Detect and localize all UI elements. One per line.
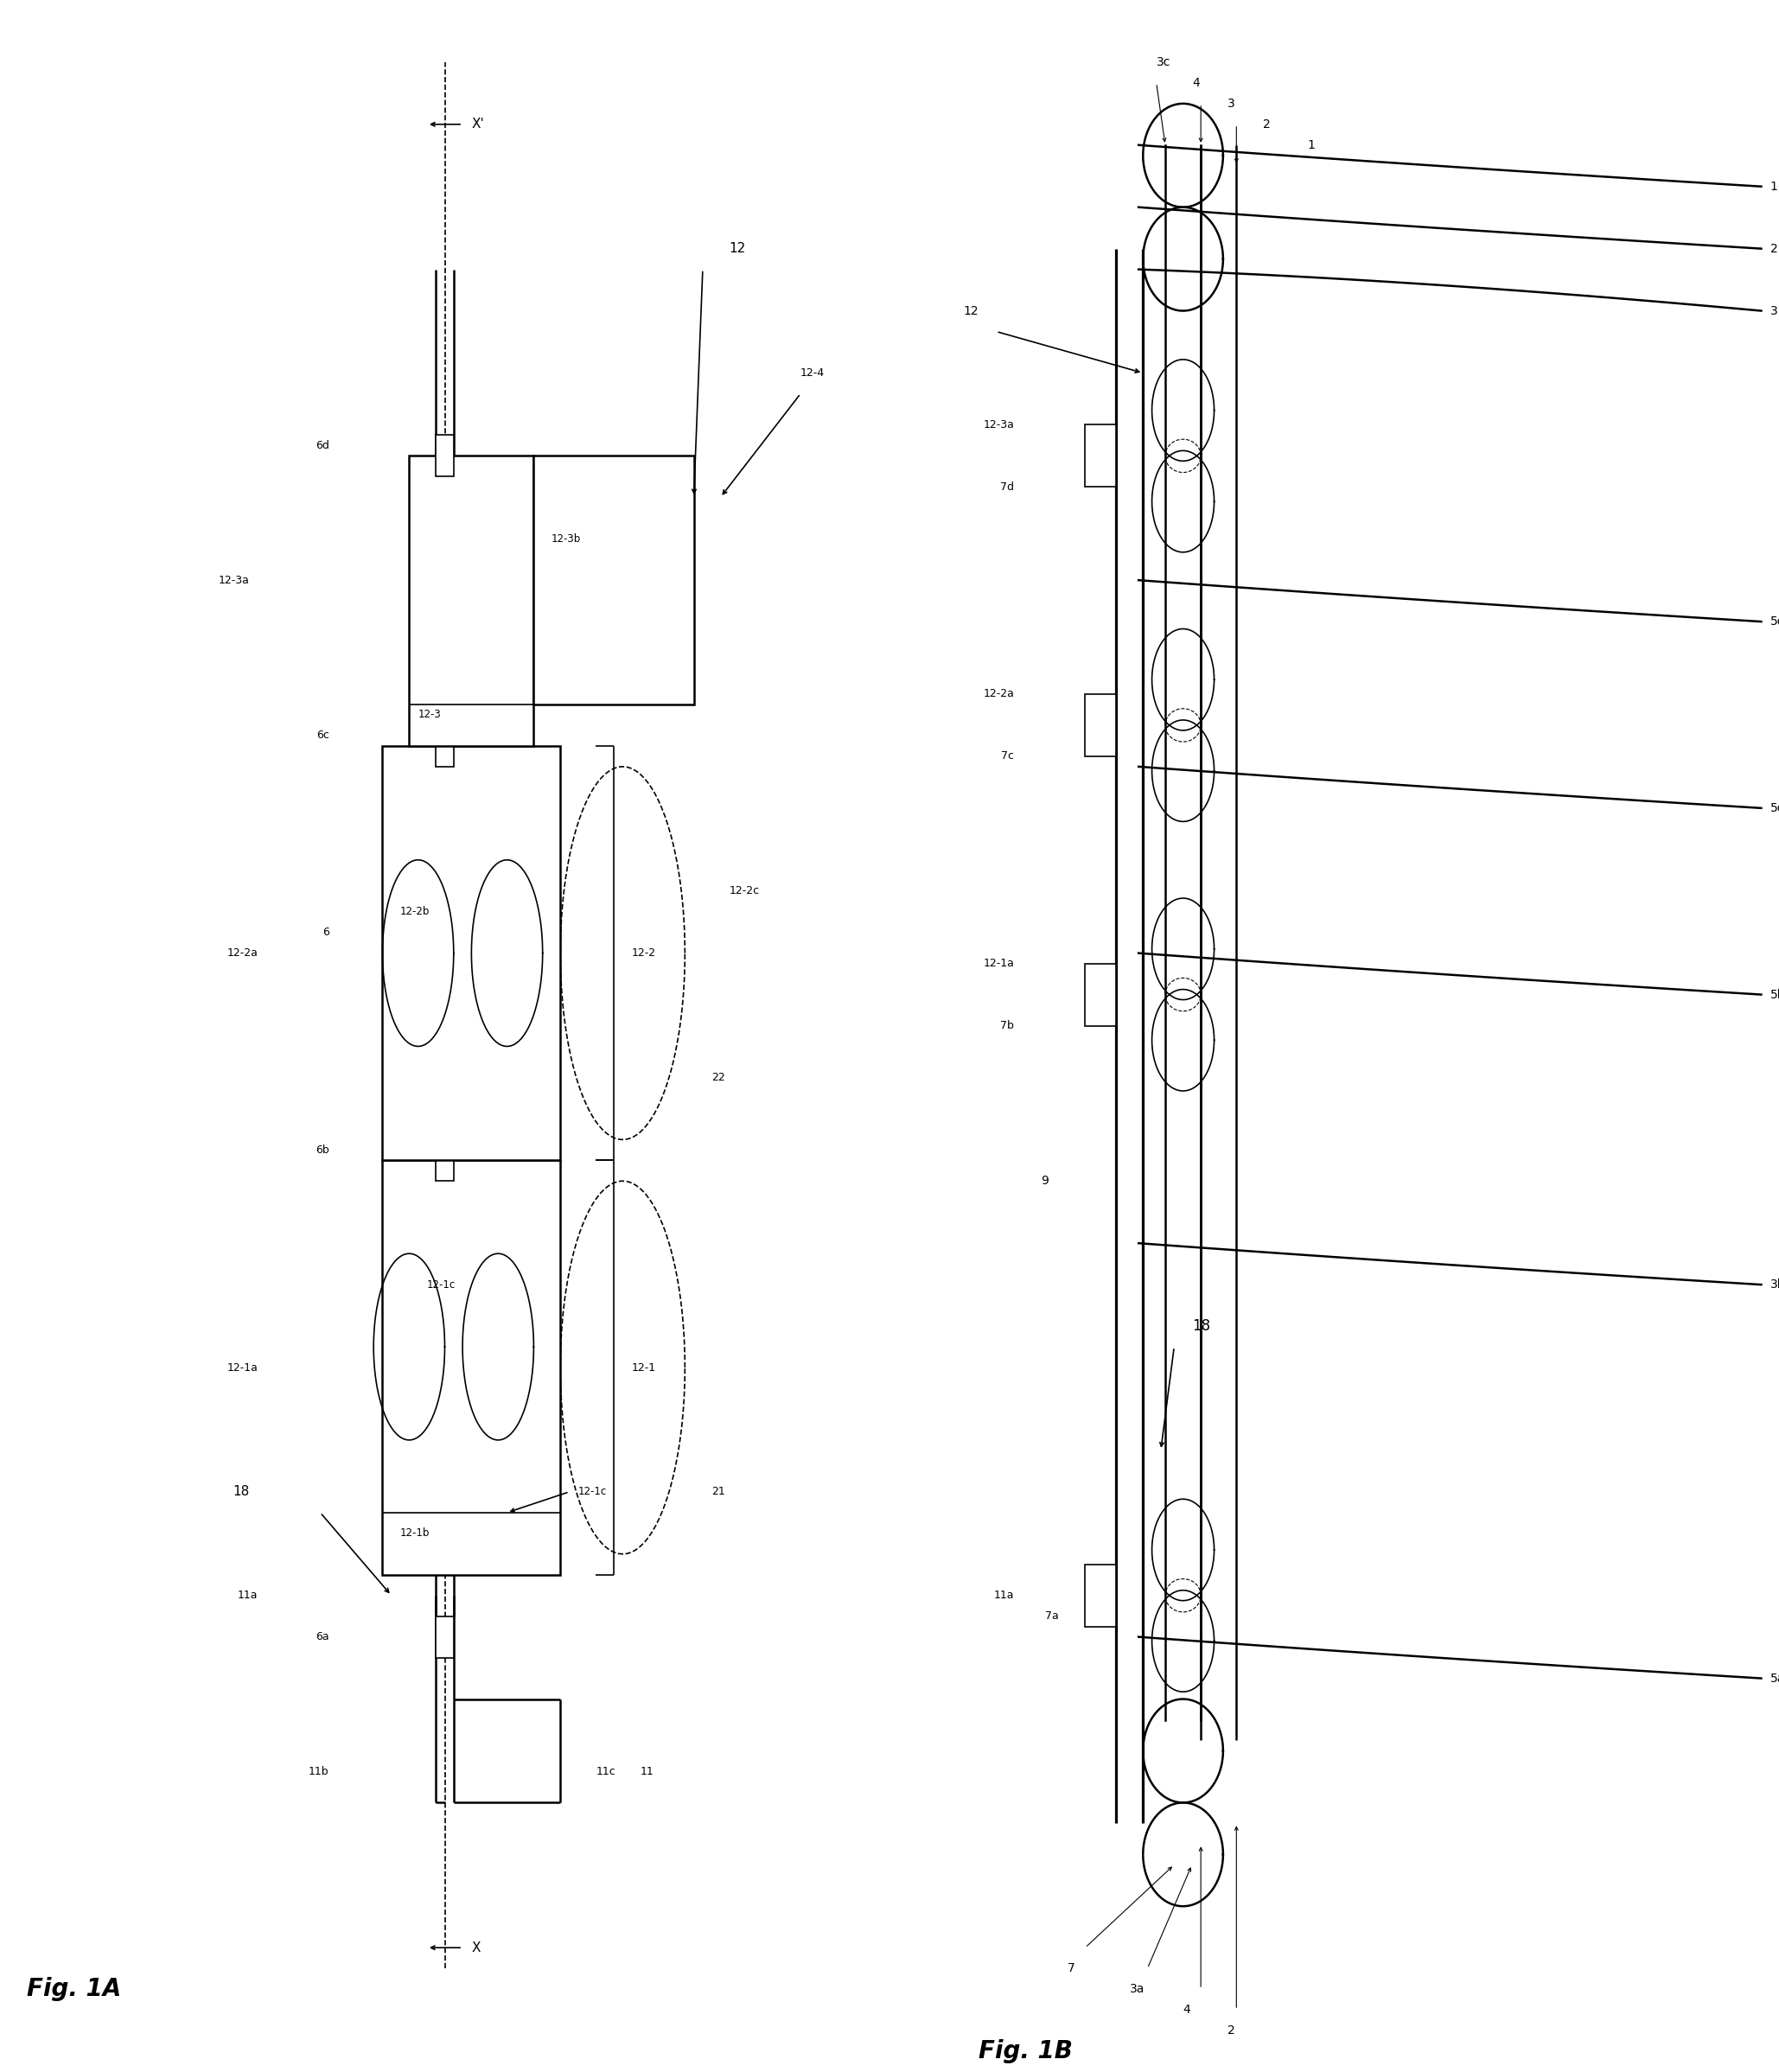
- Bar: [382, 1160, 560, 1575]
- Text: 4: 4: [1183, 2004, 1190, 2016]
- Bar: [1085, 425, 1117, 487]
- Text: 2: 2: [1770, 242, 1777, 255]
- Text: 12-1a: 12-1a: [228, 1361, 258, 1374]
- Text: 11b: 11b: [310, 1765, 329, 1778]
- Text: 7a: 7a: [1044, 1610, 1059, 1622]
- Text: 11a: 11a: [994, 1589, 1014, 1602]
- Text: 12-1c: 12-1c: [427, 1278, 455, 1291]
- Text: 3: 3: [1228, 97, 1235, 110]
- Text: 6c: 6c: [317, 729, 329, 742]
- Text: 12-3b: 12-3b: [551, 533, 582, 545]
- Text: 9: 9: [1041, 1175, 1048, 1187]
- Text: 11c: 11c: [596, 1765, 616, 1778]
- Text: 6a: 6a: [315, 1631, 329, 1643]
- Text: 12-3: 12-3: [418, 709, 441, 721]
- Bar: [1085, 1564, 1117, 1627]
- Text: 12-2: 12-2: [632, 947, 656, 959]
- Text: 11a: 11a: [238, 1589, 258, 1602]
- Text: 2: 2: [1228, 2024, 1235, 2037]
- Text: 11: 11: [640, 1765, 655, 1778]
- Bar: [382, 746, 560, 1160]
- Bar: [1085, 694, 1117, 756]
- Text: 12-2a: 12-2a: [228, 947, 258, 959]
- Text: 7c: 7c: [1002, 750, 1014, 762]
- Text: 12-4: 12-4: [801, 367, 825, 379]
- Text: 12-1: 12-1: [632, 1361, 656, 1374]
- Text: 5b: 5b: [1770, 988, 1779, 1001]
- Text: 2: 2: [1263, 118, 1270, 131]
- Text: X: X: [471, 1941, 480, 1954]
- Text: 12-2c: 12-2c: [729, 885, 760, 897]
- Bar: [409, 456, 534, 746]
- Text: 12: 12: [729, 242, 745, 255]
- Text: 3b: 3b: [1770, 1278, 1779, 1291]
- Text: 7: 7: [1067, 1962, 1075, 1975]
- Bar: [436, 725, 454, 767]
- Text: 7d: 7d: [1000, 481, 1014, 493]
- Text: 18: 18: [233, 1486, 249, 1498]
- Text: 12-2b: 12-2b: [400, 905, 431, 918]
- Text: 1: 1: [1770, 180, 1777, 193]
- Bar: [436, 1140, 454, 1181]
- Text: Fig. 1B: Fig. 1B: [978, 2039, 1073, 2064]
- Text: 18: 18: [1192, 1318, 1210, 1334]
- Bar: [534, 456, 694, 704]
- Text: 5a: 5a: [1770, 1672, 1779, 1685]
- Text: 12-2a: 12-2a: [984, 688, 1014, 700]
- Text: 1: 1: [1308, 139, 1315, 151]
- Text: 12-1c: 12-1c: [578, 1486, 607, 1498]
- Text: 12-3a: 12-3a: [984, 419, 1014, 431]
- Text: 7b: 7b: [1000, 1019, 1014, 1032]
- Bar: [436, 435, 454, 477]
- Text: 3c: 3c: [1156, 56, 1171, 68]
- Text: 12-1b: 12-1b: [400, 1527, 431, 1539]
- Text: 5c: 5c: [1770, 802, 1779, 814]
- Text: 12-3a: 12-3a: [219, 574, 249, 586]
- Text: 6b: 6b: [315, 1144, 329, 1156]
- Text: 12: 12: [962, 305, 978, 317]
- Bar: [436, 1616, 454, 1658]
- Text: Fig. 1A: Fig. 1A: [27, 1977, 121, 2002]
- Text: 6d: 6d: [315, 439, 329, 452]
- Text: 3: 3: [1770, 305, 1777, 317]
- Text: 12-1a: 12-1a: [984, 957, 1014, 970]
- Text: 6: 6: [322, 926, 329, 939]
- Text: 5d: 5d: [1770, 615, 1779, 628]
- Text: 3a: 3a: [1130, 1983, 1144, 1995]
- Bar: [1085, 963, 1117, 1026]
- Text: 22: 22: [712, 1071, 726, 1084]
- Text: X': X': [471, 118, 484, 131]
- Text: 4: 4: [1192, 77, 1199, 89]
- Text: 21: 21: [712, 1486, 726, 1498]
